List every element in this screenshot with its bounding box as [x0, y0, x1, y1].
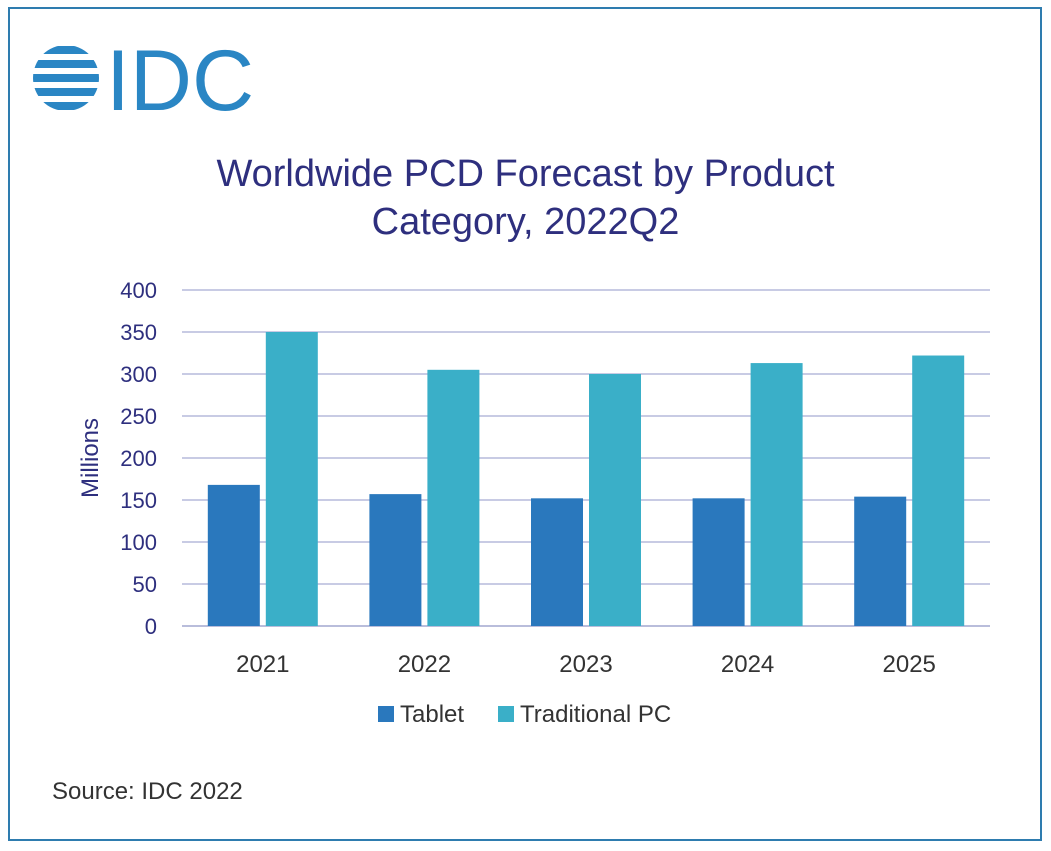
bar-tablet-2025 [854, 496, 907, 626]
y-tick-label: 250 [120, 404, 157, 429]
y-tick-label: 400 [120, 278, 157, 303]
x-tick-label: 2023 [559, 651, 612, 678]
y-tick-label: 300 [120, 362, 157, 387]
idc-logo: IDC [33, 40, 252, 116]
legend-swatch-traditional-pc [498, 706, 514, 722]
y-tick-label: 150 [120, 488, 157, 513]
y-tick-label: 100 [120, 530, 157, 555]
bar-tablet-2022 [369, 494, 422, 626]
y-tick-label: 0 [145, 614, 157, 639]
chart-title-line-2: Category, 2022Q2 [371, 201, 680, 243]
chart-title: Worldwide PCD Forecast by Product Catego… [0, 150, 1051, 246]
idc-globe-icon [33, 46, 99, 110]
bar-traditional-pc-2023 [589, 374, 641, 626]
bar-traditional-pc-2024 [750, 363, 803, 626]
legend-swatch-tablet [378, 706, 394, 722]
bar-traditional-pc-2025 [912, 355, 965, 626]
bar-chart: 0 50 100 150 200 250 300 350 400 Millions 2021 2022… [77, 278, 990, 728]
x-tick-label: 2025 [883, 651, 936, 678]
source-note: Source: IDC 2022 [52, 778, 243, 805]
bar-tablet-2021 [207, 484, 260, 626]
bar-tablet-2023 [531, 498, 583, 626]
legend-label-traditional-pc: Traditional PC [520, 701, 671, 728]
bar-tablet-2024 [692, 498, 745, 626]
y-tick-label: 50 [133, 572, 157, 597]
y-axis-title: Millions [77, 418, 104, 498]
chart-frame [8, 7, 1042, 841]
x-tick-label: 2024 [721, 651, 774, 678]
chart-title-line-1: Worldwide PCD Forecast by Product [216, 153, 835, 195]
x-tick-label: 2022 [398, 651, 451, 678]
y-tick-label: 350 [120, 320, 157, 345]
bar-traditional-pc-2022 [427, 369, 480, 626]
x-tick-label: 2021 [236, 651, 289, 678]
bar-traditional-pc-2021 [265, 332, 318, 626]
idc-logo-text: IDC [106, 40, 252, 116]
y-tick-label: 200 [120, 446, 157, 471]
legend-label-tablet: Tablet [400, 701, 464, 728]
